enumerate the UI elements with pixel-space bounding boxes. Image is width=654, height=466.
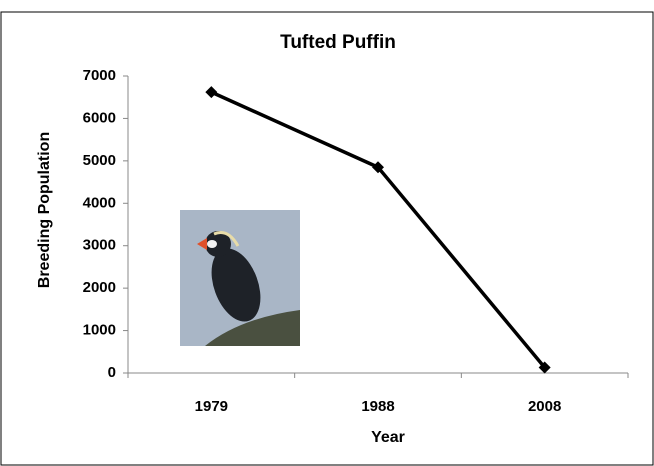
y-tick-label: 7000: [83, 67, 116, 84]
photo-bird-head: [205, 231, 231, 257]
chart-frame: [0, 11, 654, 466]
photo-bird-body: [211, 248, 261, 322]
photo-bird-beak: [197, 238, 207, 250]
y-tick-label: 5000: [83, 152, 116, 169]
data-point: [372, 161, 384, 174]
data-point: [205, 86, 218, 99]
photo-bird-tuft: [213, 231, 240, 247]
puffin-photo: [180, 210, 300, 346]
y-axis-label: Breeding Population: [36, 132, 53, 288]
photo-rock: [205, 310, 300, 346]
y-tick-label: 1000: [83, 322, 116, 339]
chart-title: Tufted Puffin: [280, 32, 396, 53]
x-tick-label: 1988: [361, 398, 394, 415]
y-tick-label: 3000: [83, 237, 116, 254]
data-point: [538, 361, 551, 374]
y-tick-label: 2000: [83, 279, 116, 296]
y-tick-label: 4000: [83, 194, 116, 211]
y-tick-label: 6000: [83, 109, 116, 126]
y-tick-label: 0: [108, 364, 116, 381]
photo-bird-face: [207, 240, 217, 248]
x-tick-label: 1979: [195, 398, 228, 415]
x-tick-label: 2008: [528, 398, 561, 415]
x-axis-label: Year: [371, 429, 405, 446]
